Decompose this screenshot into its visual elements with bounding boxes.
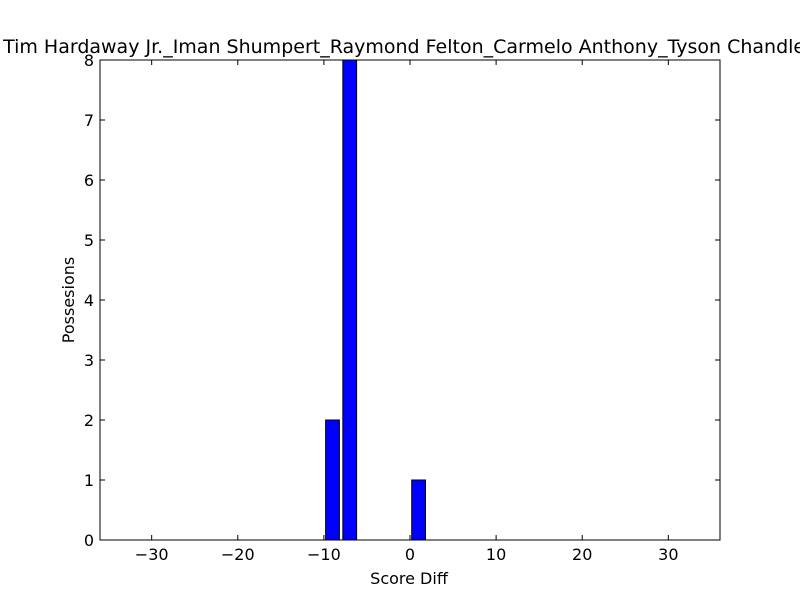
- bar-0: [325, 419, 340, 541]
- axes-frame: [99, 59, 721, 541]
- chart-title: Tim Hardaway Jr._Iman Shumpert_Raymond F…: [2, 36, 800, 58]
- x-tick-label-4: 10: [486, 545, 506, 564]
- x-tick-label-1: −20: [221, 545, 255, 564]
- bar-1: [342, 59, 358, 541]
- y-tick-label-6: 6: [84, 171, 94, 190]
- y-tick-label-8: 8: [84, 51, 94, 70]
- y-tick-label-5: 5: [84, 231, 94, 250]
- x-axis-label: Score Diff: [370, 569, 449, 588]
- y-tick-label-3: 3: [84, 351, 94, 370]
- y-tick-label-4: 4: [84, 291, 94, 310]
- x-tick-label-2: −10: [307, 545, 341, 564]
- bar-2: [411, 479, 427, 541]
- y-tick-label-1: 1: [84, 471, 94, 490]
- y-axis-label: Possesions: [59, 257, 78, 343]
- y-tick-label-0: 0: [84, 531, 94, 550]
- plot-area: −30 −20 −10 0 10 20 30 0 1 2 3 4 5 6 7 8: [84, 51, 721, 564]
- x-tick-label-5: 20: [572, 545, 592, 564]
- y-tick-label-2: 2: [84, 411, 94, 430]
- x-tick-label-3: 0: [405, 545, 415, 564]
- x-tick-label-6: 30: [658, 545, 678, 564]
- x-tick-label-0: −30: [135, 545, 169, 564]
- y-tick-label-7: 7: [84, 111, 94, 130]
